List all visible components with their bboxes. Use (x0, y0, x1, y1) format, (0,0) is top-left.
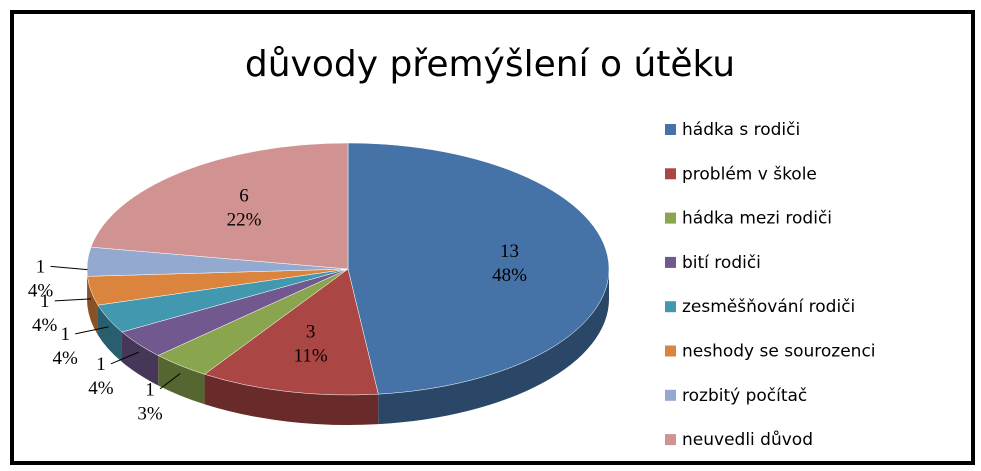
legend-swatch (665, 389, 676, 401)
data-label-value: 1 (60, 324, 70, 345)
data-label-value: 1 (40, 291, 50, 312)
data-label-value: 13 (500, 241, 519, 262)
pie-side (121, 332, 159, 386)
data-label-value: 3 (306, 321, 316, 342)
legend-label: hádka s rodiči (682, 120, 800, 140)
data-label-value: 1 (36, 257, 46, 278)
data-label-value: 1 (96, 354, 106, 375)
chart-title: důvody přemýšlení o útěku (245, 44, 735, 85)
pie-side (87, 276, 98, 336)
legend-label: neuvedli důvod (682, 430, 813, 450)
legend-label: bití rodiči (682, 253, 761, 273)
pie-side (97, 305, 122, 362)
legend-swatch (665, 124, 676, 135)
legend-swatch (665, 212, 676, 224)
leader-line (75, 326, 109, 335)
leader-line (54, 298, 91, 302)
data-label-percent: 22% (227, 210, 262, 231)
pie-slice (204, 268, 379, 396)
legend-swatch (665, 256, 676, 268)
data-label-percent: 3% (137, 403, 163, 424)
pie-side (204, 374, 379, 426)
pie-slice (90, 142, 349, 270)
data-label-value: 1 (145, 379, 155, 400)
data-label-percent: 4% (28, 281, 54, 302)
legend-label: rozbitý počítač (682, 386, 807, 406)
leader-line (159, 373, 181, 390)
data-label-percent: 48% (492, 265, 527, 286)
pie-slice (347, 142, 610, 395)
data-label-percent: 4% (88, 378, 114, 399)
data-label-percent: 11% (294, 345, 328, 366)
legend-swatch (665, 434, 676, 446)
leader-line (50, 265, 88, 271)
pie-side (378, 269, 609, 425)
data-label-percent: 4% (53, 348, 79, 369)
data-label-percent: 4% (32, 315, 58, 336)
legend-swatch (665, 345, 676, 357)
legend-label: problém v škole (682, 164, 817, 184)
leader-line (110, 351, 139, 365)
pie-side (158, 355, 205, 405)
legend-swatch (665, 301, 676, 313)
legend-label: zesměšňování rodiči (682, 297, 855, 317)
legend-label: hádka mezi rodiči (682, 209, 832, 229)
data-label-value: 6 (239, 186, 249, 207)
legend-swatch (665, 168, 676, 180)
legend-label: neshody se sourozenci (682, 342, 876, 362)
